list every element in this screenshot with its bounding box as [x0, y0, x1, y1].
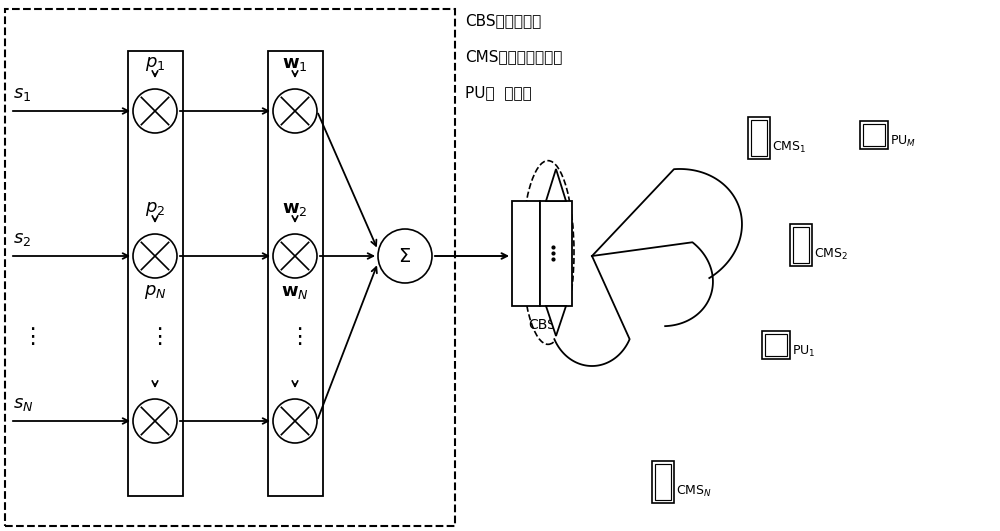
Polygon shape — [592, 169, 742, 278]
Bar — [540, 201, 572, 306]
Bar — [268, 51, 323, 496]
Bar — [748, 117, 770, 159]
Bar — [652, 461, 674, 503]
Bar — [5, 9, 455, 526]
Text: $p_N$: $p_N$ — [144, 283, 166, 301]
Text: $\vdots$: $\vdots$ — [21, 325, 35, 347]
Text: CBS：认知基站: CBS：认知基站 — [465, 13, 541, 28]
Bar — [790, 224, 812, 266]
Text: CBS: CBS — [528, 318, 556, 332]
Text: PU$_M$: PU$_M$ — [890, 133, 916, 149]
Text: $\Sigma$: $\Sigma$ — [398, 246, 412, 266]
Text: CMS$_N$: CMS$_N$ — [676, 483, 712, 499]
Bar — [751, 119, 767, 156]
Text: CMS：认知移动终端: CMS：认知移动终端 — [465, 49, 562, 64]
Polygon shape — [546, 306, 566, 336]
Text: CMS$_2$: CMS$_2$ — [814, 246, 848, 262]
Text: $s_N$: $s_N$ — [13, 395, 33, 413]
Bar — [860, 121, 888, 149]
Bar — [765, 335, 787, 356]
Bar — [655, 464, 671, 500]
Text: $s_2$: $s_2$ — [13, 230, 31, 248]
Polygon shape — [592, 242, 713, 326]
Polygon shape — [546, 169, 566, 201]
Text: PU：  主用户: PU： 主用户 — [465, 85, 532, 100]
Bar — [128, 51, 183, 496]
Text: $\vdots$: $\vdots$ — [288, 325, 302, 347]
Bar — [762, 331, 790, 359]
Text: $\mathbf{w}_1$: $\mathbf{w}_1$ — [282, 55, 308, 73]
Bar — [793, 227, 809, 263]
Text: $p_1$: $p_1$ — [145, 55, 165, 73]
Text: CMS$_1$: CMS$_1$ — [772, 140, 806, 155]
Bar — [863, 124, 885, 145]
Text: $p_2$: $p_2$ — [145, 200, 165, 218]
Polygon shape — [554, 256, 630, 366]
Bar — [512, 201, 540, 306]
Text: PU$_1$: PU$_1$ — [792, 344, 816, 358]
Text: $\mathbf{w}_N$: $\mathbf{w}_N$ — [281, 283, 309, 301]
Text: $\vdots$: $\vdots$ — [148, 325, 162, 347]
Text: $\mathbf{w}_2$: $\mathbf{w}_2$ — [282, 200, 308, 218]
Text: $s_1$: $s_1$ — [13, 85, 31, 103]
